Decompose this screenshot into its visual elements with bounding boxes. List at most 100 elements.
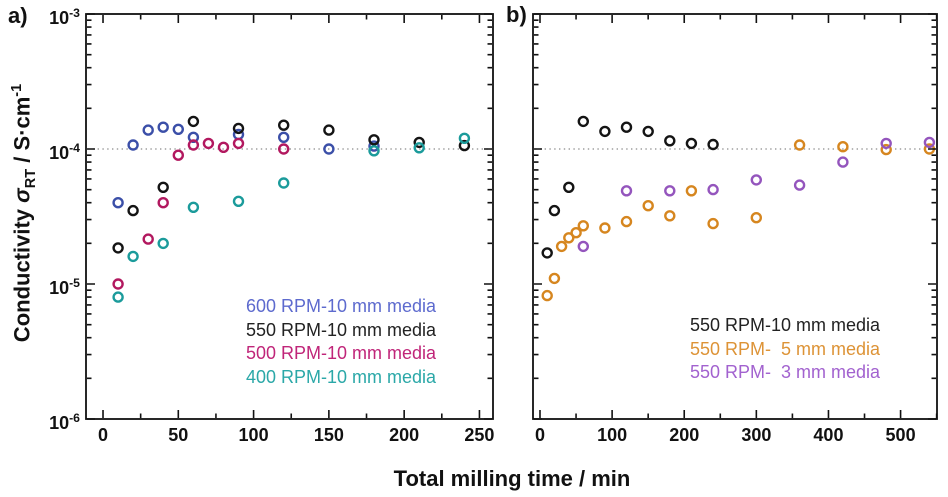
series-400-rpm-10-mm-media	[112, 132, 471, 303]
x-tick-label: 200	[389, 425, 420, 445]
series-600-rpm-10-mm-media	[112, 121, 380, 209]
data-point	[202, 137, 215, 150]
data-point	[541, 247, 553, 259]
data-point	[278, 131, 290, 144]
data-point	[642, 199, 654, 212]
data-point	[368, 134, 380, 146]
data-point	[577, 115, 589, 128]
data-point	[458, 139, 471, 152]
series-500-rpm-10-mm-media	[112, 137, 290, 290]
data-point	[620, 215, 633, 228]
x-tick-label: 300	[741, 425, 772, 445]
axis-ticks	[534, 13, 938, 420]
x-tick-label: 400	[813, 425, 844, 445]
data-point	[599, 222, 611, 234]
x-axis-title: Total milling time / min	[393, 466, 631, 491]
y-axis-unit-exponent: -1	[9, 83, 26, 97]
data-point	[577, 240, 589, 253]
data-point	[707, 138, 719, 151]
data-point	[112, 196, 124, 209]
data-point	[548, 204, 561, 217]
data-point	[541, 289, 553, 302]
data-point	[142, 124, 154, 136]
x-tick-label: 0	[534, 425, 545, 445]
data-point	[599, 125, 611, 138]
panel-b-label: b)	[506, 2, 527, 27]
legend-entry: 400 RPM-10 mm media	[246, 366, 437, 387]
x-tick-label: 150	[313, 425, 344, 445]
series-550-rpm-10-mm-media	[541, 115, 719, 259]
data-point	[323, 124, 335, 136]
data-point	[127, 139, 139, 151]
legend-entry: 550 RPM- 5 mm media	[690, 338, 881, 359]
data-point	[187, 115, 200, 128]
data-point	[172, 123, 185, 136]
x-tick-label: 500	[885, 425, 916, 445]
series-550-rpm-10-mm-media	[112, 115, 471, 254]
legend-entry: 500 RPM-10 mm media	[246, 343, 437, 363]
data-point	[620, 121, 633, 133]
data-point	[880, 143, 892, 156]
data-point	[413, 142, 425, 154]
y-tick-label: 10-4	[49, 141, 80, 163]
legend-entry: 550 RPM-10 mm media	[246, 319, 437, 340]
data-point	[707, 217, 719, 230]
data-point	[837, 156, 849, 168]
data-point	[278, 177, 290, 189]
data-point	[664, 135, 676, 147]
data-point	[563, 232, 575, 244]
data-point	[187, 131, 200, 144]
data-point	[548, 272, 561, 285]
series-550-rpm--5-mm-media	[541, 139, 936, 302]
data-point	[664, 185, 676, 197]
data-point	[127, 204, 139, 217]
series-550-rpm--3-mm-media	[577, 136, 936, 253]
data-point	[323, 143, 335, 155]
data-point	[157, 237, 169, 250]
data-point	[413, 136, 425, 149]
data-point	[172, 149, 185, 161]
x-tick-label: 100	[238, 425, 269, 445]
data-point	[664, 210, 676, 222]
data-point	[232, 137, 245, 150]
data-point	[570, 226, 582, 239]
data-point	[217, 141, 230, 154]
data-point	[642, 125, 654, 138]
data-point	[157, 196, 169, 209]
data-point	[750, 174, 762, 186]
data-point	[187, 139, 200, 151]
x-tick-label: 100	[597, 425, 628, 445]
data-point	[750, 211, 762, 224]
data-point	[555, 240, 568, 253]
data-point	[157, 181, 169, 194]
panel-a-label: a)	[8, 3, 28, 28]
data-point	[142, 233, 154, 245]
panel-frame	[532, 13, 938, 420]
x-tick-label: 200	[669, 425, 700, 445]
axis-ticks	[87, 13, 492, 420]
data-point	[278, 143, 290, 155]
data-point	[157, 121, 169, 133]
y-tick-label: 10-5	[49, 276, 80, 298]
y-axis-title: Conductivity σRT / S·cm-1	[9, 84, 39, 342]
sigma-symbol: σ	[9, 188, 35, 203]
data-point	[707, 183, 719, 196]
legend-entry: 550 RPM- 3 mm media	[690, 362, 881, 382]
data-point	[232, 122, 245, 135]
data-point	[793, 139, 806, 151]
data-point	[127, 250, 139, 263]
y-tick-label: 10-3	[49, 6, 80, 28]
data-point	[685, 137, 698, 150]
data-point	[577, 220, 589, 232]
data-point	[458, 132, 471, 145]
x-tick-label: 50	[168, 425, 189, 445]
y-tick-label: 10-6	[49, 411, 80, 433]
data-point	[837, 140, 849, 153]
data-point	[187, 201, 200, 214]
data-point	[620, 185, 633, 197]
sigma-subscript: RT	[22, 168, 39, 189]
data-point	[923, 136, 936, 149]
x-tick-label: 250	[464, 425, 495, 445]
